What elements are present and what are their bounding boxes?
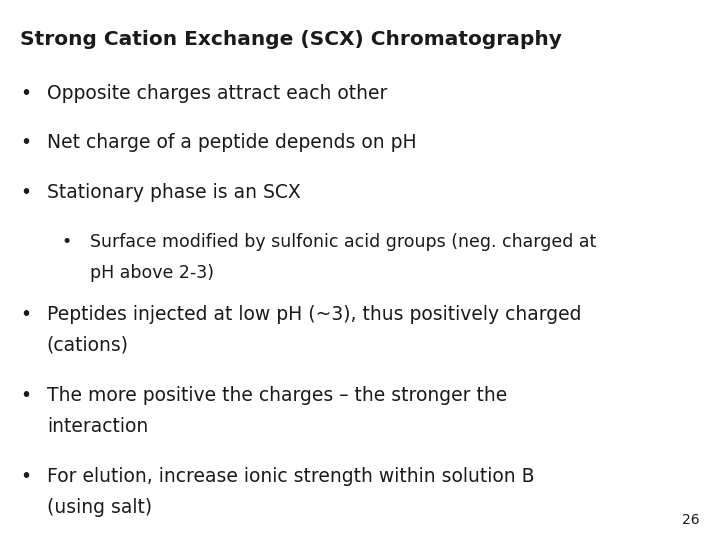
Text: Stationary phase is an SCX: Stationary phase is an SCX <box>47 183 300 202</box>
Text: For elution, increase ionic strength within solution B: For elution, increase ionic strength wit… <box>47 467 534 485</box>
Text: •: • <box>20 305 31 323</box>
Text: interaction: interaction <box>47 417 148 436</box>
Text: Net charge of a peptide depends on pH: Net charge of a peptide depends on pH <box>47 133 416 152</box>
Text: Peptides injected at low pH (~3), thus positively charged: Peptides injected at low pH (~3), thus p… <box>47 305 581 323</box>
Text: •: • <box>20 183 31 202</box>
Text: •: • <box>20 84 31 103</box>
Text: (cations): (cations) <box>47 336 129 355</box>
Text: •: • <box>20 133 31 152</box>
Text: Strong Cation Exchange (SCX) Chromatography: Strong Cation Exchange (SCX) Chromatogra… <box>20 30 562 49</box>
Text: •: • <box>61 233 71 251</box>
Text: •: • <box>20 386 31 404</box>
Text: 26: 26 <box>683 512 700 526</box>
Text: Opposite charges attract each other: Opposite charges attract each other <box>47 84 387 103</box>
Text: (using salt): (using salt) <box>47 498 152 517</box>
Text: pH above 2-3): pH above 2-3) <box>90 264 214 282</box>
Text: The more positive the charges – the stronger the: The more positive the charges – the stro… <box>47 386 507 404</box>
Text: •: • <box>20 467 31 485</box>
Text: Surface modified by sulfonic acid groups (neg. charged at: Surface modified by sulfonic acid groups… <box>90 233 596 251</box>
